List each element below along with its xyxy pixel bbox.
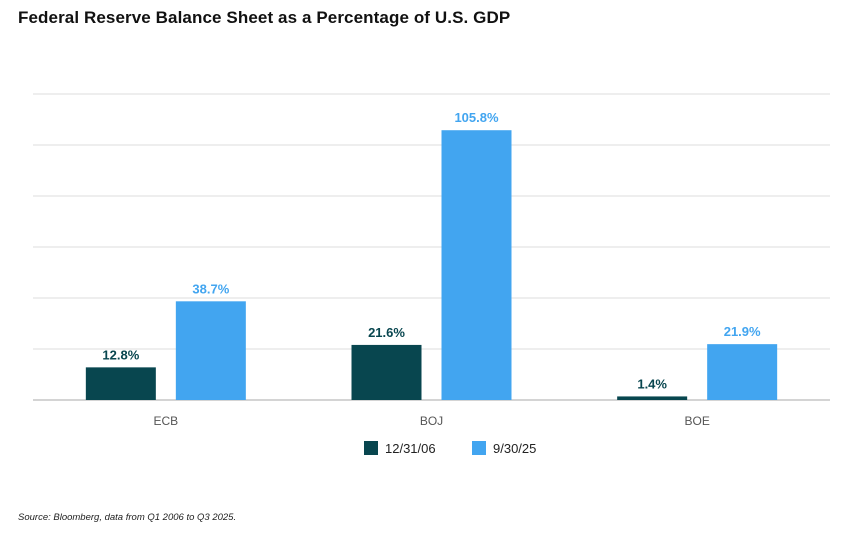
bar — [707, 344, 778, 400]
category-label: ECB — [153, 414, 178, 428]
chart-title: Federal Reserve Balance Sheet as a Perce… — [18, 8, 511, 27]
legend: 12/31/06 9/30/25 — [364, 441, 536, 456]
bar — [441, 130, 512, 400]
source-note: Source: Bloomberg, data from Q1 2006 to … — [18, 512, 237, 523]
bar — [617, 396, 688, 400]
data-label: 21.6% — [368, 325, 405, 340]
legend-swatch — [364, 441, 378, 455]
category-labels: ECB BOJ BOE — [153, 414, 709, 428]
legend-label: 12/31/06 — [385, 441, 436, 456]
legend-swatch — [472, 441, 486, 455]
data-label: 105.8% — [454, 110, 499, 125]
category-label: BOJ — [420, 414, 443, 428]
gridlines — [33, 93, 830, 401]
data-label: 1.4% — [637, 376, 667, 391]
data-label: 21.9% — [724, 324, 761, 339]
bar — [175, 301, 246, 400]
bar — [351, 344, 422, 400]
bars — [85, 130, 778, 400]
bar — [85, 367, 156, 400]
data-label: 12.8% — [102, 347, 139, 362]
data-labels: 12.8% 38.7% 21.6% 105.8% 1.4% 21.9% — [102, 110, 761, 391]
legend-label: 9/30/25 — [493, 441, 536, 456]
data-label: 38.7% — [192, 281, 229, 296]
category-label: BOE — [684, 414, 709, 428]
